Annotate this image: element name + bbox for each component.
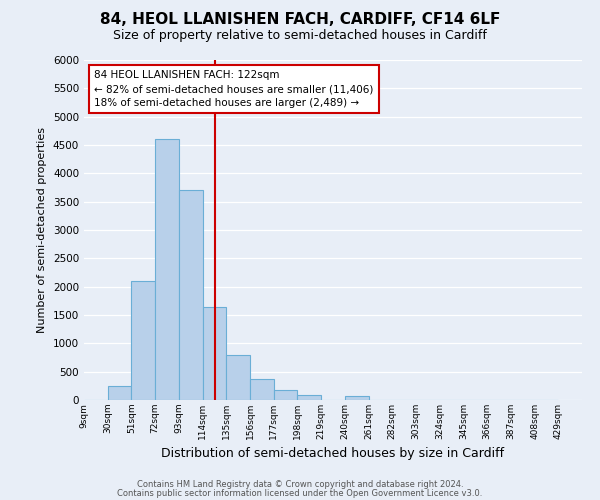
Bar	[274, 390, 298, 400]
Bar	[345, 396, 368, 400]
Text: Contains public sector information licensed under the Open Government Licence v3: Contains public sector information licen…	[118, 488, 482, 498]
Bar	[179, 190, 203, 400]
X-axis label: Distribution of semi-detached houses by size in Cardiff: Distribution of semi-detached houses by …	[161, 448, 505, 460]
Bar	[226, 355, 250, 400]
Bar	[155, 140, 179, 400]
Text: Size of property relative to semi-detached houses in Cardiff: Size of property relative to semi-detach…	[113, 29, 487, 42]
Bar	[250, 379, 274, 400]
Bar	[131, 281, 155, 400]
Text: 84 HEOL LLANISHEN FACH: 122sqm
← 82% of semi-detached houses are smaller (11,406: 84 HEOL LLANISHEN FACH: 122sqm ← 82% of …	[94, 70, 373, 108]
Bar	[203, 306, 226, 400]
Bar	[108, 386, 131, 400]
Bar	[298, 395, 321, 400]
Y-axis label: Number of semi-detached properties: Number of semi-detached properties	[37, 127, 47, 333]
Text: 84, HEOL LLANISHEN FACH, CARDIFF, CF14 6LF: 84, HEOL LLANISHEN FACH, CARDIFF, CF14 6…	[100, 12, 500, 28]
Text: Contains HM Land Registry data © Crown copyright and database right 2024.: Contains HM Land Registry data © Crown c…	[137, 480, 463, 489]
